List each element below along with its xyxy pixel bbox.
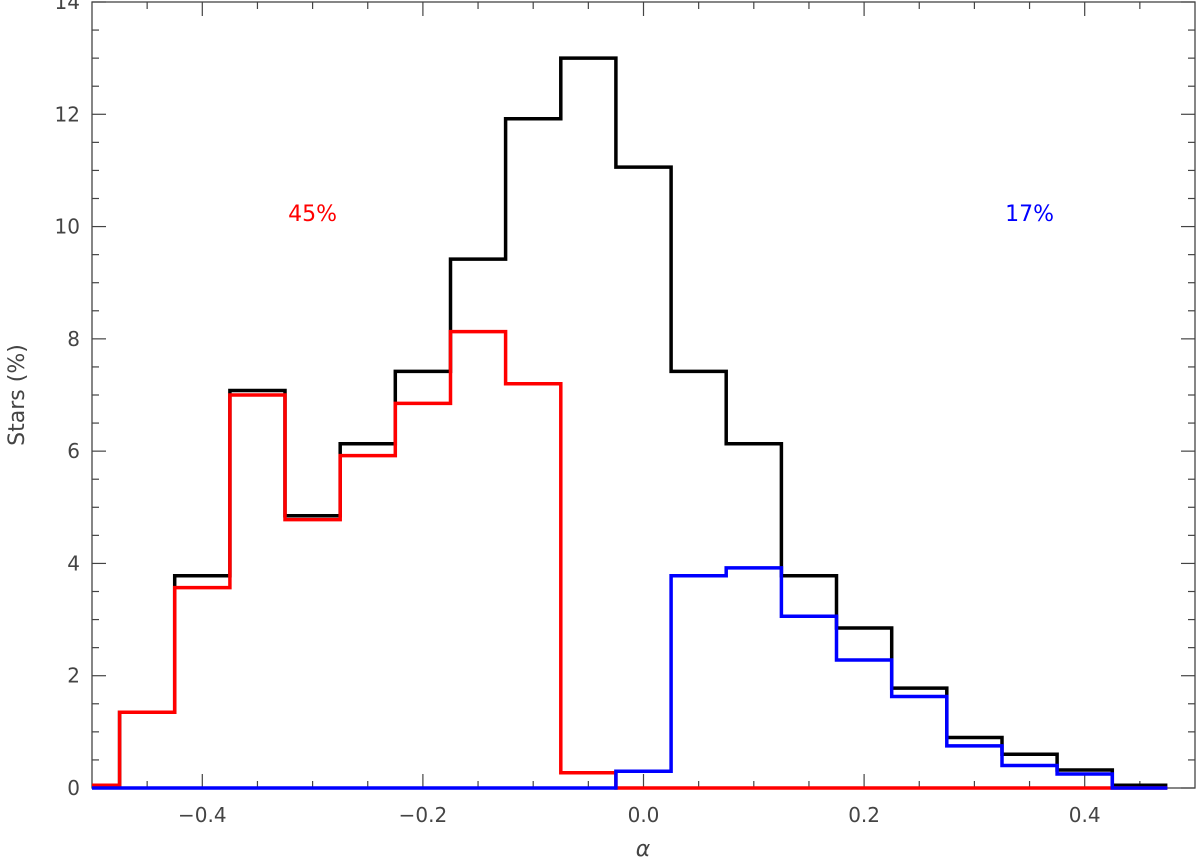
x-tick-label: −0.2 [399,803,448,827]
histogram-series-2 [92,566,1168,790]
x-tick-label: −0.4 [178,803,227,827]
y-tick-label: 2 [67,664,80,688]
y-tick-label: 4 [67,551,80,575]
y-tick-label: 0 [67,776,80,800]
annotations: 45% 17% [288,202,1054,227]
x-axis-title: α [636,837,651,861]
percentage-annotation: 17% [1005,202,1054,227]
y-tick-labels: 0 2 4 6 8 10 12 14 [55,0,80,800]
x-tick-label: 0.4 [1069,803,1101,827]
percentage-annotation: 45% [288,202,337,227]
y-tick-label: 10 [55,215,80,239]
x-tick-label: 0.2 [848,803,880,827]
histogram-series [92,56,1168,790]
y-tick-label: 14 [55,0,80,14]
y-axis-title: Stars (%) [5,344,30,446]
y-tick-label: 8 [67,327,80,351]
y-tick-label: 6 [67,439,80,463]
x-tick-label: 0.0 [628,803,660,827]
histogram-series-0 [92,56,1168,787]
x-tick-labels: −0.4 −0.2 0.0 0.2 0.4 [178,803,1101,827]
histogram-series-1 [92,329,1168,790]
y-tick-label: 12 [55,102,80,126]
